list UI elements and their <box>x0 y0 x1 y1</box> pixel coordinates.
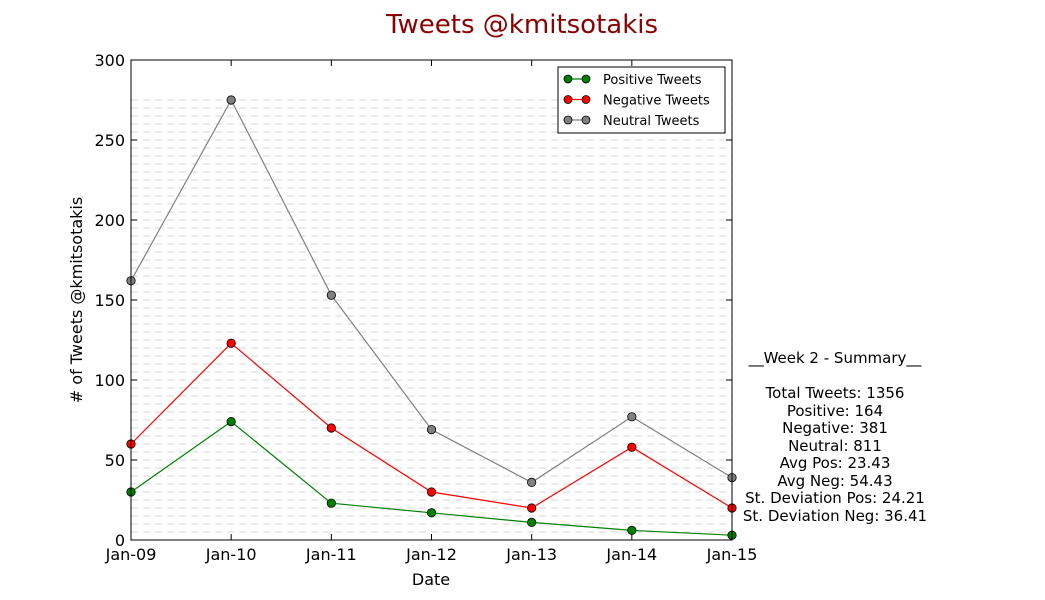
series-line <box>130 420 733 536</box>
x-tick-label: Jan-13 <box>505 545 557 564</box>
data-point <box>627 412 637 422</box>
grid-lines <box>131 99 732 533</box>
legend: Positive Tweets Negative Tweets Neutral Tw… <box>557 66 726 134</box>
summary-heading: __Week 2 - Summary__ <box>748 349 922 367</box>
summary-panel: __Week 2 - Summary__ Total Tweets: 1356 … <box>725 349 945 525</box>
data-point <box>326 498 336 508</box>
data-point <box>426 508 437 518</box>
legend-marker <box>581 74 591 84</box>
axis-ticks: 0 50 100 150 200 250 300 Jan-09 Jan-10 Jan-11 Jan-… <box>94 51 757 564</box>
x-tick-label: Jan-11 <box>305 545 357 564</box>
legend-marker <box>581 115 591 125</box>
x-tick-label: Jan-12 <box>405 545 457 564</box>
summary-line: St. Deviation Pos: 24.21 <box>745 489 925 507</box>
data-point <box>226 416 236 427</box>
data-point <box>527 477 537 487</box>
summary-line: Total Tweets: 1356 <box>765 384 905 402</box>
summary-line: Positive: 164 <box>786 401 884 420</box>
legend-label: Positive Tweets <box>603 73 702 88</box>
chart-title: Tweets @kmitsotakis <box>385 10 658 40</box>
data-point <box>226 95 236 105</box>
x-axis-label: Date <box>412 570 450 589</box>
data-point <box>226 338 236 348</box>
summary-line: St. Deviation Neg: 36.41 <box>742 506 928 525</box>
summary-line: Avg Pos: 23.43 <box>779 454 891 472</box>
y-tick-label: 100 <box>94 371 125 390</box>
data-point <box>627 442 637 452</box>
y-tick-label: 150 <box>94 291 125 310</box>
legend-label: Negative Tweets <box>603 94 710 109</box>
y-tick-label: 200 <box>94 211 125 230</box>
data-point <box>627 525 637 536</box>
data-point <box>326 290 336 300</box>
x-tick-label: Jan-10 <box>205 545 257 564</box>
legend-marker <box>563 115 573 125</box>
y-tick-label: 50 <box>105 451 125 470</box>
legend-marker <box>563 74 573 84</box>
y-tick-label: 300 <box>94 51 125 70</box>
legend-marker <box>581 95 591 104</box>
legend-label: Neutral Tweets <box>603 114 700 129</box>
summary-line: Negative: 381 <box>782 419 888 437</box>
summary-line: Avg Neg: 54.43 <box>777 471 893 490</box>
data-point <box>426 424 437 435</box>
data-point <box>326 423 336 433</box>
data-point <box>527 517 537 528</box>
data-point <box>527 503 537 513</box>
x-tick-label: Jan-15 <box>706 545 758 564</box>
y-axis-label: # of Tweets @kmitsotakis <box>67 197 86 403</box>
legend-marker <box>563 95 573 104</box>
data-point <box>426 487 437 497</box>
x-tick-label: Jan-09 <box>105 545 157 564</box>
series-layer <box>126 95 737 540</box>
x-tick-label: Jan-14 <box>605 545 657 564</box>
y-tick-label: 0 <box>115 531 125 550</box>
summary-line: Neutral: 811 <box>788 436 882 455</box>
summary-spacer <box>725 368 945 386</box>
y-tick-label: 250 <box>94 131 125 150</box>
